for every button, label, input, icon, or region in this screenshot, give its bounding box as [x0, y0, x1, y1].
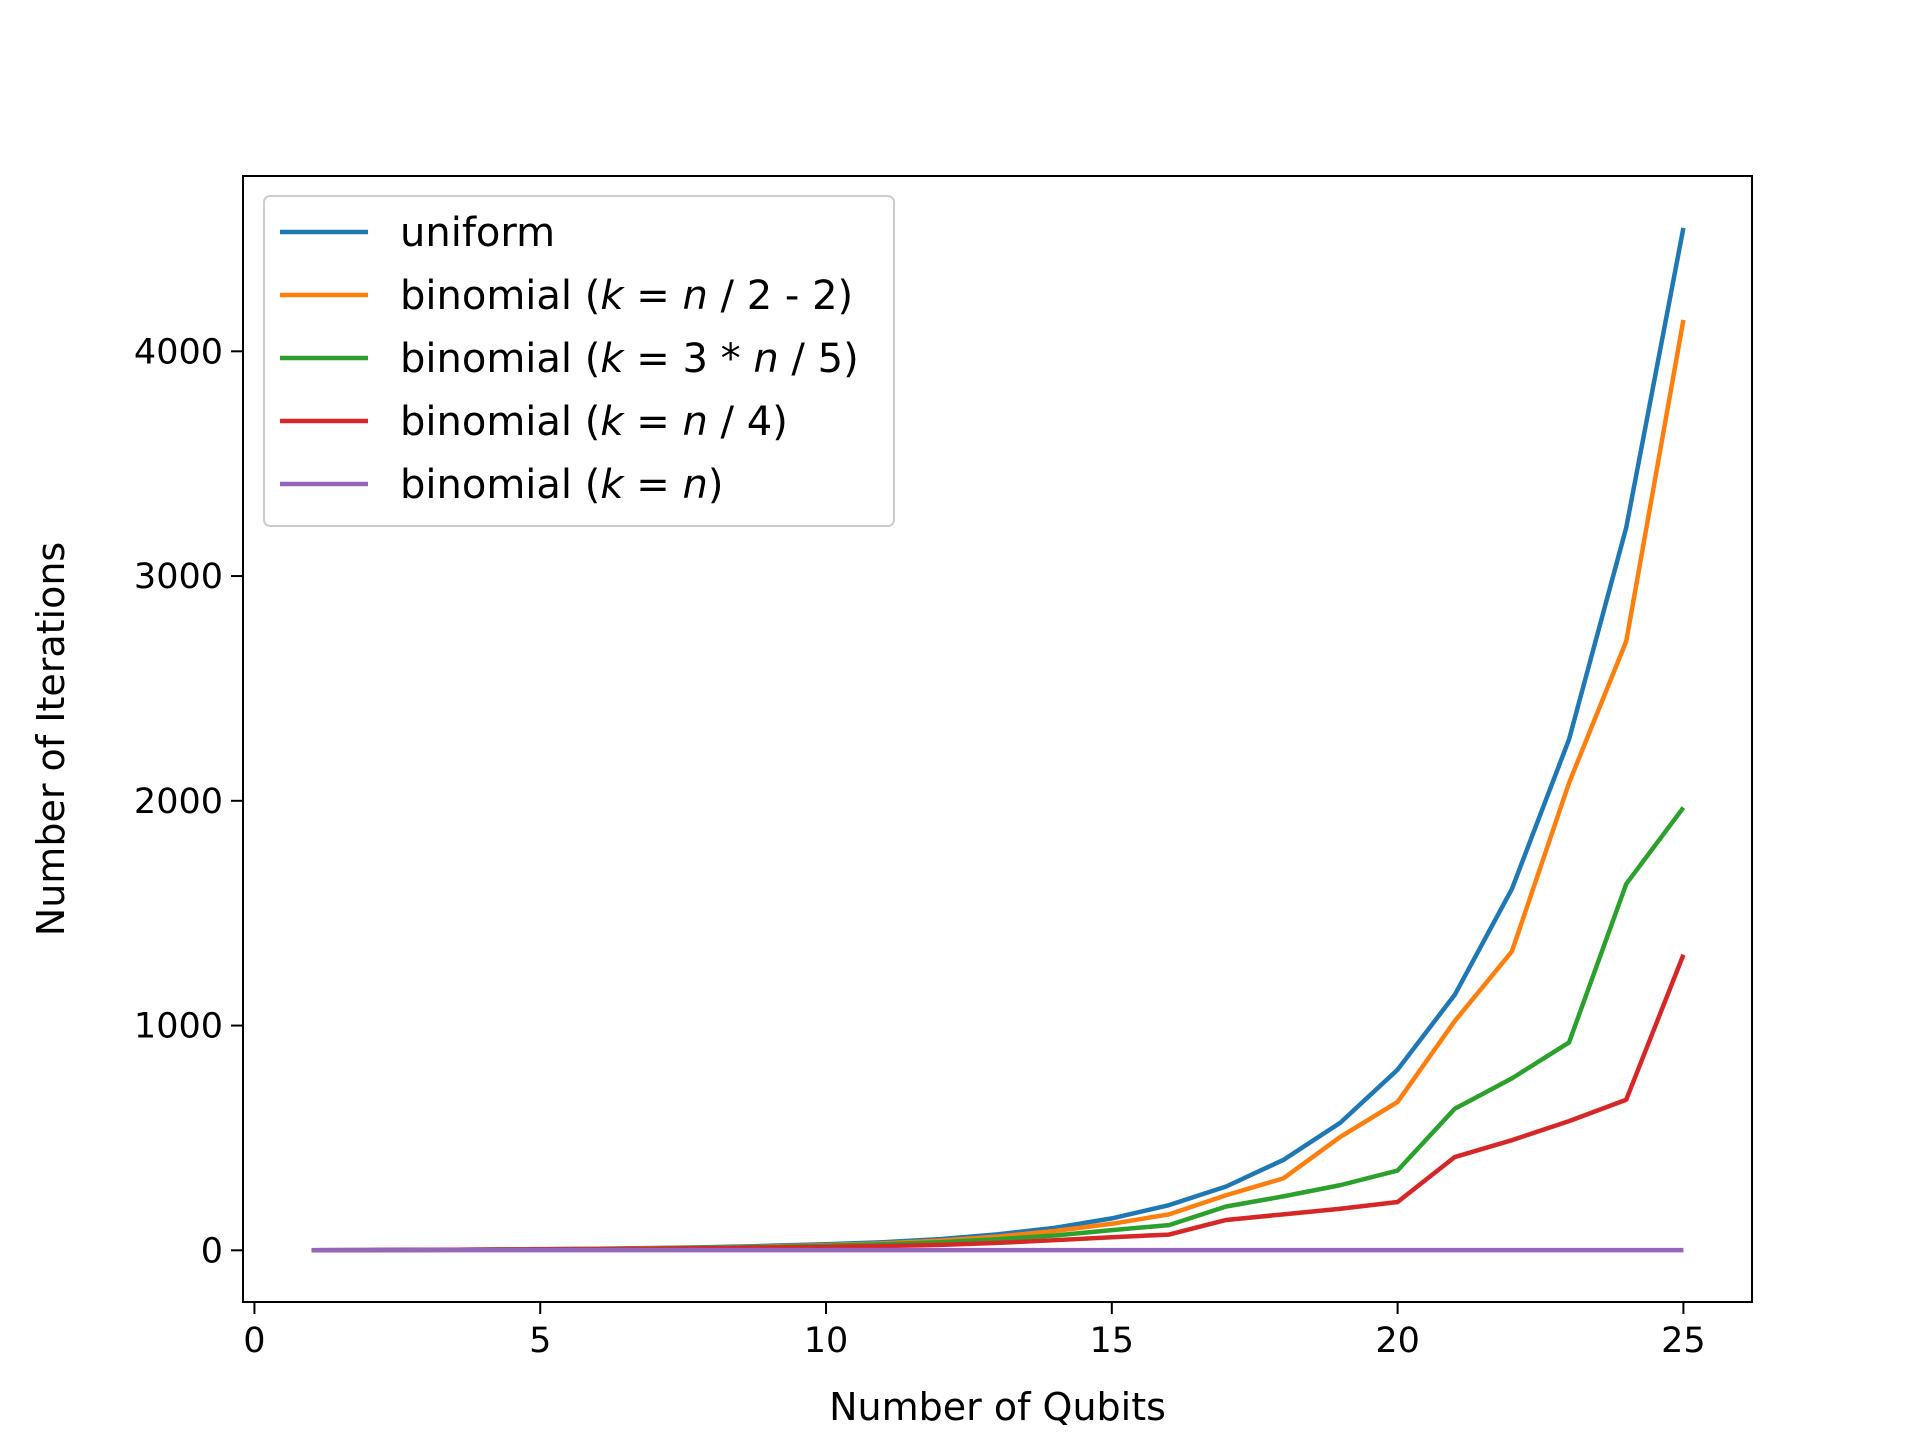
legend-label-part: / 2 - 2) — [708, 273, 853, 319]
y-axis-title: Number of Iterations — [29, 542, 73, 936]
x-tick-label: 25 — [1661, 1321, 1706, 1361]
legend-label-part: k — [600, 399, 625, 445]
series-layer — [311, 227, 1686, 1253]
legend-label-part: = 3 * — [624, 336, 754, 382]
legend-label-part: n — [682, 399, 707, 445]
legend-label: binomial (k = 3 * n / 5) — [400, 336, 859, 382]
y-tick-label: 3000 — [134, 557, 223, 597]
legend-label-part: n — [682, 462, 707, 508]
legend-label-part: k — [600, 462, 625, 508]
x-tick-label: 0 — [243, 1321, 265, 1361]
legend-label: binomial (k = n / 2 - 2) — [400, 273, 853, 319]
legend-label-part: = — [624, 399, 683, 445]
y-tick-label: 2000 — [134, 782, 223, 822]
legend-label-part: binomial ( — [400, 399, 600, 445]
legend-box — [263, 195, 895, 527]
y-tick-label: 1000 — [134, 1007, 223, 1047]
x-tick-label: 20 — [1375, 1321, 1420, 1361]
legend-label-part: n — [753, 336, 778, 382]
y-tick-label: 4000 — [134, 332, 223, 372]
x-tick-label: 15 — [1090, 1321, 1135, 1361]
x-tick-label: 10 — [804, 1321, 849, 1361]
legend-label-part: = — [624, 273, 683, 319]
x-axis-title: Number of Qubits — [829, 1385, 1166, 1429]
plot-frame — [242, 175, 1753, 1303]
legend-label-part: ) — [708, 462, 724, 508]
legend-label-part: uniform — [400, 210, 555, 256]
legend-label: binomial (k = n / 4) — [400, 399, 788, 445]
legend-label-part: = — [624, 462, 683, 508]
legend-label: binomial (k = n) — [400, 462, 723, 508]
x-tick-label: 5 — [529, 1321, 551, 1361]
y-tick-label: 0 — [201, 1231, 223, 1271]
legend-label-part: k — [600, 273, 625, 319]
y-axis: 0 1000 2000 3000 4000 — [134, 332, 243, 1271]
legend-label: uniform — [400, 210, 555, 256]
legend-label-part: / 5) — [779, 336, 859, 382]
legend-label-part: binomial ( — [400, 462, 600, 508]
x-axis: 0 5 10 15 20 25 — [243, 1302, 1706, 1361]
legend-label-part: k — [600, 336, 625, 382]
legend-label-part: n — [682, 273, 707, 319]
legend-label-part: / 4) — [708, 399, 788, 445]
legend-label-part: binomial ( — [400, 273, 600, 319]
legend-label-part: binomial ( — [400, 336, 600, 382]
